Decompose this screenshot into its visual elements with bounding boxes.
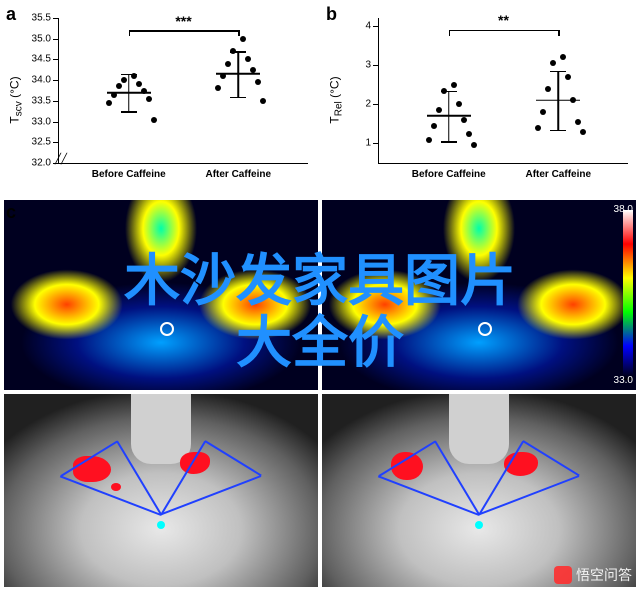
panel-c-letter: c xyxy=(6,202,16,223)
panel-b-ylabel: TRel (°C) xyxy=(327,76,344,123)
overlay-row xyxy=(0,390,640,587)
watermark: 悟空问答 xyxy=(554,565,632,585)
overlay-line1: 木沙发家具图片 xyxy=(124,249,516,312)
panel-a-plot: ╱╱ 32.032.533.033.534.034.535.035.5Befor… xyxy=(58,18,308,164)
colorbar xyxy=(623,210,633,380)
colorbar-min: 33.0 xyxy=(614,375,633,386)
watermark-icon xyxy=(554,566,572,584)
overlay-caption: 木沙发家具图片 大全价 xyxy=(124,250,516,373)
panel-a-ylabel: Tscv (°C) xyxy=(7,76,24,123)
panel-a: a Tscv (°C) ╱╱ 32.032.533.033.534.034.53… xyxy=(0,0,320,200)
overlay-line2: 大全价 xyxy=(236,311,404,374)
watermark-text: 悟空问答 xyxy=(576,565,632,585)
panel-b-plot: 1234Before CaffeineAfter Caffeine** xyxy=(378,18,628,164)
overlay-after xyxy=(322,394,636,587)
panel-b-letter: b xyxy=(326,4,337,25)
overlay-before xyxy=(4,394,318,587)
panel-a-letter: a xyxy=(6,4,16,25)
panel-b: b TRel (°C) 1234Before CaffeineAfter Caf… xyxy=(320,0,640,200)
colorbar-max: 38.0 xyxy=(614,204,633,215)
